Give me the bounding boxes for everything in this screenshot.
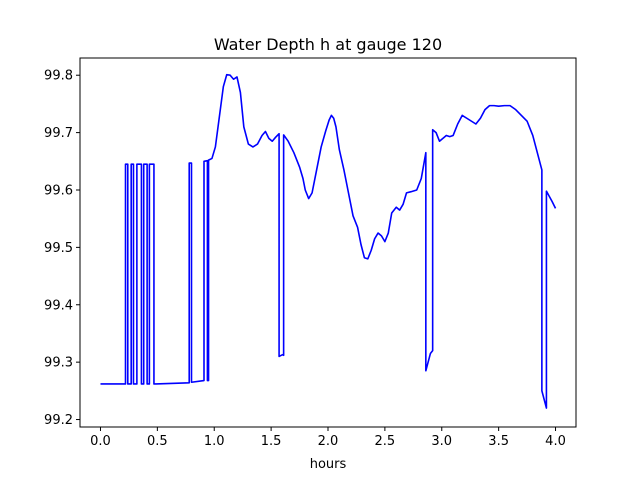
x-axis-label: hours xyxy=(310,457,347,472)
chart-title: Water Depth h at gauge 120 xyxy=(214,35,442,54)
x-tick-label: 2.5 xyxy=(375,434,396,449)
y-tick-label: 99.5 xyxy=(44,241,73,256)
x-tick-label: 1.0 xyxy=(204,434,225,449)
x-tick-label: 4.0 xyxy=(545,434,566,449)
y-tick-label: 99.6 xyxy=(44,183,73,198)
y-axis: 99.2 99.3 99.4 99.5 99.6 99.7 99.8 xyxy=(44,69,80,428)
y-tick-label: 99.2 xyxy=(44,413,73,428)
y-tick-label: 99.3 xyxy=(44,356,73,371)
x-tick-label: 1.5 xyxy=(261,434,282,449)
y-tick-label: 99.4 xyxy=(44,298,73,313)
y-tick-label: 99.8 xyxy=(44,69,73,84)
series-line-0 xyxy=(100,73,557,409)
x-tick-label: 3.0 xyxy=(431,434,452,449)
x-tick-label: 0.0 xyxy=(90,434,111,449)
plot-area xyxy=(79,57,577,428)
x-tick-label: 3.5 xyxy=(488,434,509,449)
x-tick-label: 0.5 xyxy=(147,434,168,449)
x-tick-label: 2.0 xyxy=(318,434,339,449)
x-axis: 0.0 0.5 1.0 1.5 2.0 2.5 3.0 3.5 4.0 xyxy=(90,427,566,449)
y-tick-label: 99.7 xyxy=(44,126,73,141)
